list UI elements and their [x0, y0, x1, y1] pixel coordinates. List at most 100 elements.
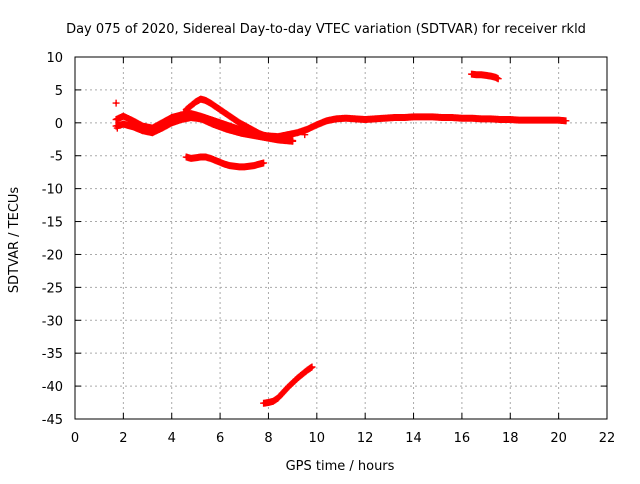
y-tick-label: -35 — [42, 347, 63, 362]
x-tick-label: 4 — [168, 431, 176, 446]
data-point — [114, 118, 118, 121]
data-point — [204, 99, 207, 102]
y-tick-label: -20 — [42, 248, 63, 263]
data-point — [470, 72, 473, 76]
data-point — [211, 122, 215, 126]
data-point — [131, 119, 135, 123]
data-point — [363, 118, 367, 121]
data-point — [209, 157, 212, 160]
y-tick-label: 10 — [46, 51, 63, 66]
data-point — [402, 116, 406, 119]
data-point — [281, 391, 285, 394]
data-point — [262, 136, 265, 139]
data-point — [209, 101, 212, 105]
data-points — [112, 70, 570, 407]
data-point — [460, 117, 464, 120]
data-point — [223, 111, 227, 115]
data-point — [185, 155, 188, 159]
y-axis-label: SDTVAR / TECUs — [7, 187, 22, 294]
data-point — [269, 137, 273, 140]
data-point — [199, 155, 202, 159]
data-point — [180, 113, 183, 117]
data-point — [240, 132, 244, 135]
data-point — [383, 117, 386, 120]
data-point — [218, 125, 222, 128]
data-point — [496, 77, 500, 80]
data-point — [291, 140, 294, 143]
data-point — [286, 386, 289, 389]
data-point — [189, 104, 193, 107]
x-tick-label: 6 — [216, 431, 224, 446]
data-point — [354, 117, 357, 121]
data-point — [484, 74, 488, 77]
x-tick-label: 16 — [454, 431, 471, 446]
data-point — [238, 121, 241, 125]
x-tick-label: 18 — [502, 431, 519, 446]
data-point — [233, 165, 236, 168]
data-point — [247, 165, 251, 168]
y-tick-label: -30 — [42, 314, 63, 329]
data-point — [199, 97, 202, 101]
data-point — [170, 116, 173, 119]
data-point — [197, 116, 200, 119]
data-point — [243, 165, 246, 169]
data-point — [247, 133, 251, 136]
data-point — [141, 129, 144, 132]
data-point — [344, 117, 348, 120]
data-point — [451, 116, 454, 119]
data-point — [189, 157, 193, 160]
data-point — [252, 164, 256, 167]
data-point — [122, 122, 125, 126]
y-tick-label: -40 — [42, 380, 63, 395]
data-point — [412, 115, 415, 119]
data-point — [262, 402, 265, 405]
data-point — [226, 128, 229, 131]
data-point — [509, 118, 512, 121]
data-point — [189, 113, 193, 117]
data-point — [141, 124, 144, 128]
data-point — [228, 164, 231, 167]
data-point — [267, 401, 270, 404]
data-point — [160, 126, 164, 130]
data-point — [373, 117, 377, 121]
y-tick-label: 5 — [55, 84, 63, 99]
data-point — [252, 129, 256, 132]
chart-title: Day 075 of 2020, Sidereal Day-to-day VTE… — [66, 22, 586, 37]
data-point — [180, 118, 183, 121]
data-point — [116, 126, 119, 130]
data-point — [431, 115, 435, 119]
data-point — [122, 115, 125, 118]
x-tick-label: 2 — [119, 431, 127, 446]
data-point — [233, 130, 236, 133]
series-deep-outlier — [260, 363, 316, 407]
x-tick-labels: 0 2 4 6 8 10 12 14 16 18 20 22 — [71, 431, 615, 446]
data-point — [243, 124, 246, 127]
y-tick-label: -15 — [42, 216, 63, 231]
data-point — [518, 118, 522, 122]
data-point — [262, 161, 265, 165]
x-axis-label: GPS time / hours — [286, 459, 395, 474]
y-tick-labels: 10 5 0 -5 -10 -15 -20 -25 -30 -35 -40 -45 — [42, 51, 63, 428]
x-tick-label: 20 — [550, 431, 567, 446]
data-point — [310, 365, 314, 369]
data-point — [284, 139, 287, 142]
data-point — [489, 117, 493, 121]
y-tick-label: -25 — [42, 281, 63, 296]
data-point — [296, 131, 299, 134]
data-point — [291, 381, 294, 384]
data-point — [182, 111, 186, 114]
data-point — [499, 118, 502, 121]
x-tick-label: 0 — [71, 431, 79, 446]
y-tick-label: 0 — [55, 117, 63, 132]
y-tick-label: -10 — [42, 183, 63, 198]
data-point — [315, 123, 319, 126]
data-point — [272, 400, 275, 403]
data-point — [233, 118, 236, 121]
data-point — [223, 163, 227, 166]
data-point — [131, 125, 135, 128]
data-point — [255, 134, 258, 138]
data-point — [489, 74, 493, 78]
data-point — [480, 117, 483, 121]
